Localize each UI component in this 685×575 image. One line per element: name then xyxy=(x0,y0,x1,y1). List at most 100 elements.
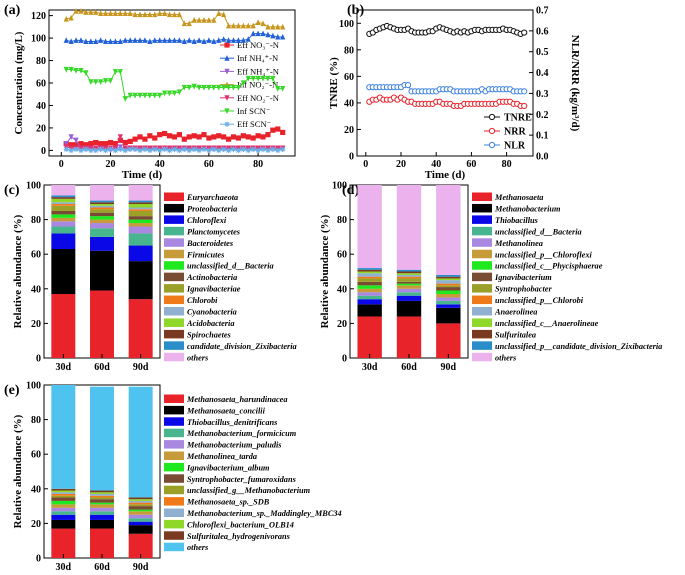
panel-a-data-point xyxy=(225,22,232,29)
panel-a-data-point xyxy=(191,133,197,139)
panel-a-data-point xyxy=(68,14,74,21)
panel-a-data-point xyxy=(230,37,237,43)
panel-a-data-point xyxy=(280,33,286,40)
panel-a-data-point xyxy=(147,133,153,139)
panel-a-xtick-label: 40 xyxy=(155,159,165,170)
panel-e-bar-segment xyxy=(51,488,76,491)
panel-d-ylabel: Relative abundance (%) xyxy=(319,214,331,328)
panel-a-data-point xyxy=(186,20,192,27)
panel-d-bar-segment xyxy=(436,323,461,358)
panel-b-data-point xyxy=(404,81,412,89)
panel-a-data-point xyxy=(122,147,128,153)
panel-d-bar-segment xyxy=(357,295,382,300)
panel-a-data-point xyxy=(137,147,143,153)
panel-a-xtick-label: 20 xyxy=(106,159,116,170)
panel-a-data-point xyxy=(280,146,286,152)
panel-a-data-point xyxy=(255,75,261,82)
panel-d-legend-label: Sulfuritalea xyxy=(495,330,536,339)
panel-a-legend-label: Eff SCN⁻ xyxy=(237,119,271,129)
panel-a-data-point xyxy=(225,84,232,91)
panel-a-data-point xyxy=(68,134,74,141)
panel-d-ytick-label: 80 xyxy=(337,215,347,226)
panel-a-data-point xyxy=(211,84,217,91)
panel-c-bar-segment xyxy=(90,185,114,201)
panel-a-xtick-label: 0 xyxy=(59,159,64,170)
panel-a-data-point xyxy=(245,22,251,29)
panel-d-bar-segment xyxy=(436,287,461,291)
panel-a-data-point xyxy=(68,142,74,148)
panel-a-data-point xyxy=(176,89,182,96)
panel-a-data-point xyxy=(162,10,168,16)
panel-d-legend-swatch xyxy=(472,215,492,224)
panel-e-bar-segment xyxy=(90,493,114,496)
panel-c-bar-segment xyxy=(90,204,114,206)
panel-a-data-point xyxy=(83,146,89,152)
panel-a-data-point xyxy=(206,147,212,153)
panel-a-data-point xyxy=(196,147,202,153)
panel-b-y2label: NLR/NRR (kg/m³/d) xyxy=(569,35,581,132)
panel-e-bar-segment xyxy=(128,533,153,558)
panel-c-legend-label: Ignavibacteriae xyxy=(186,285,241,294)
panel-a-data-point xyxy=(166,90,173,97)
panel-d-bar-segment xyxy=(436,297,461,301)
panel-e-ytick-label: 40 xyxy=(31,484,41,495)
panel-a-data-point xyxy=(265,75,271,82)
panel-a-data-point xyxy=(221,84,227,91)
panel-a-data-point xyxy=(221,146,227,152)
panel-a-data-point xyxy=(250,75,256,82)
panel-e-bar-segment xyxy=(128,506,153,510)
panel-a-data-point xyxy=(265,23,271,30)
panel-d-legend-label: Anaerolinea xyxy=(494,308,537,317)
panel-d-bar-segment xyxy=(436,300,461,305)
panel-a-data-point xyxy=(235,22,242,29)
panel-a-ytick-label: 0 xyxy=(41,146,46,157)
panel-c-legend-label: Spirochaetes xyxy=(187,330,231,339)
panel-a-data-point xyxy=(78,147,84,153)
panel-c-legend-swatch xyxy=(164,192,184,201)
panel-a-data-point xyxy=(93,147,99,153)
panel-a-data-point xyxy=(162,90,168,97)
panel-d-bar-segment xyxy=(436,276,461,279)
panel-a-data-point xyxy=(122,37,128,43)
panel-a-data-point xyxy=(132,136,138,142)
panel-c-bar-segment xyxy=(128,207,153,210)
panel-a-data-point xyxy=(102,10,109,16)
panel-c-bar-segment xyxy=(51,214,76,218)
panel-a-data-point xyxy=(255,30,261,37)
panel-a-data-point xyxy=(127,146,133,152)
panel-e-bar-segment xyxy=(51,492,76,494)
panel-d-legend-swatch xyxy=(472,203,492,213)
panel-a-data-point xyxy=(235,147,242,153)
panel-a-data-point xyxy=(78,68,84,74)
panel-a-data-point xyxy=(270,127,276,133)
panel-d-label: (d) xyxy=(342,183,359,198)
panel-a-xlabel: Time (d) xyxy=(122,169,163,181)
panel-c-bar-segment xyxy=(51,202,76,205)
panel-a-data-point xyxy=(270,146,276,152)
panel-a-data-point xyxy=(250,146,256,152)
panel-c-ytick-label: 60 xyxy=(31,250,41,261)
panel-e-bar-segment xyxy=(90,514,114,520)
panel-a: (a) 0 20 40 60 80 0 20 40 60 80 100 120 Time (d) Conce… xyxy=(4,3,296,181)
panel-a-data-point xyxy=(211,17,217,23)
panel-a-data-point xyxy=(275,23,281,30)
panel-a-data-point xyxy=(225,37,232,43)
panel-e-legend-label: Methanosaeta_concilii xyxy=(186,406,266,415)
panel-c-legend-swatch xyxy=(164,238,184,247)
panel-b-y2tick-label: 0.5 xyxy=(536,47,549,58)
panel-a-data-point xyxy=(147,147,153,153)
panel-b-xtick-label: 80 xyxy=(502,159,512,170)
panel-a-data-point xyxy=(196,84,202,91)
panel-a-data-point xyxy=(127,37,133,43)
panel-a-data-point xyxy=(152,92,158,99)
panel-a-data-point xyxy=(270,75,276,82)
panel-c-bar-segment xyxy=(51,197,76,199)
panel-a-data-point xyxy=(211,38,217,45)
panel-b-y2tick-label: 0.3 xyxy=(536,89,549,100)
panel-b-xtick-label: 0 xyxy=(363,159,368,170)
panel-d-legend-label: unclassified_p__Chlorobi xyxy=(495,296,584,305)
panel-a-data-point xyxy=(127,10,133,16)
panel-a-data-point xyxy=(216,84,222,91)
panel-a-data-point xyxy=(162,37,168,43)
panel-a-data-point xyxy=(63,141,69,147)
